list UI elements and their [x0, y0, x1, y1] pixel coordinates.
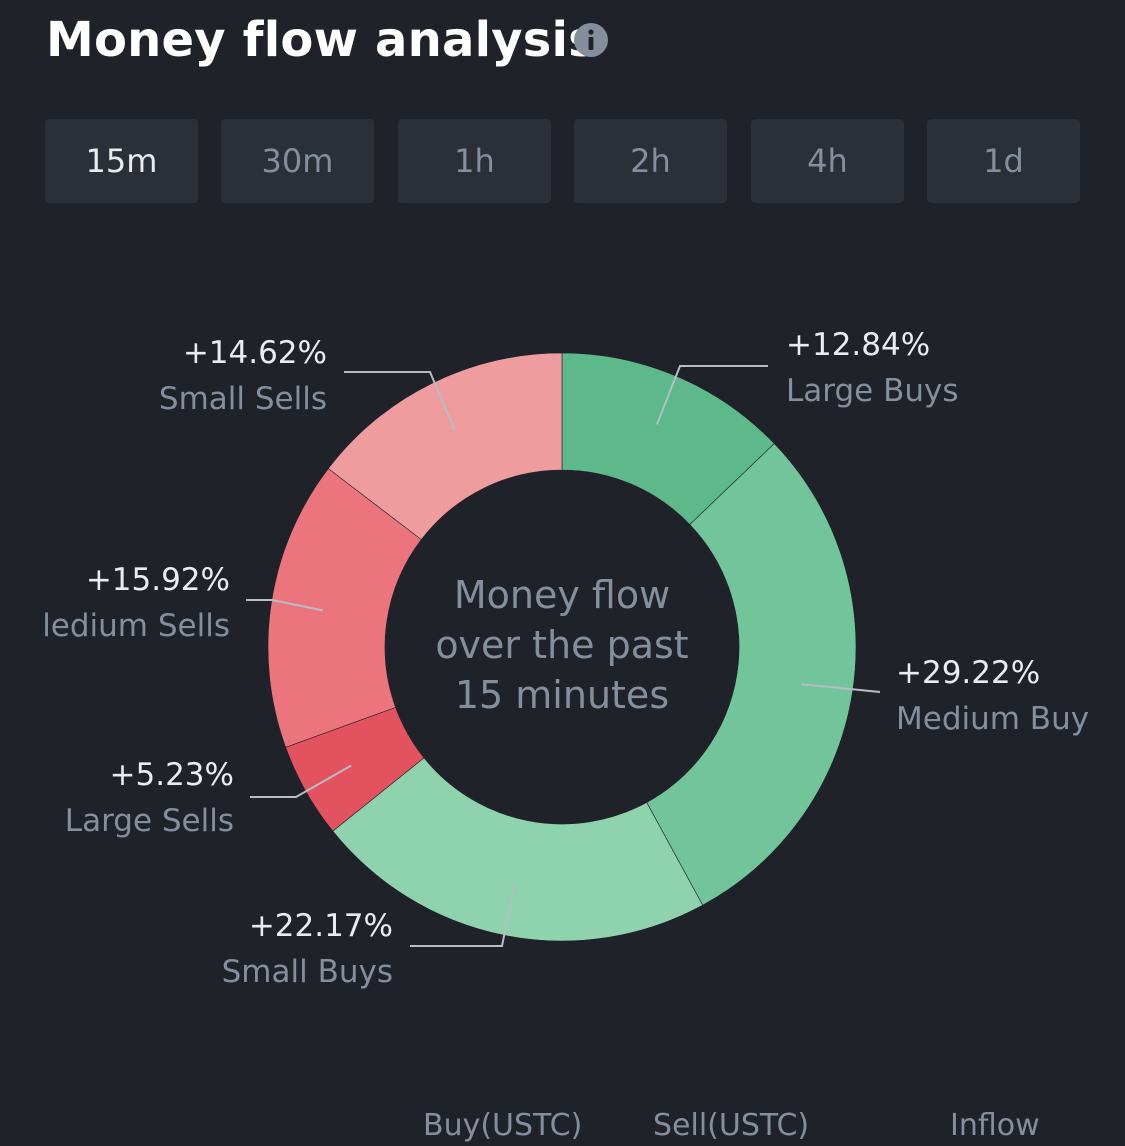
leader-line-large-buys [656, 365, 768, 425]
leader-line-large-sells [250, 764, 352, 798]
label-medium-buys-name: Medium Buy [896, 701, 1090, 737]
label-medium-sells: +15.92% ledium Sells [34, 557, 230, 649]
slice-small-buys[interactable] [332, 757, 704, 942]
tab-4h[interactable]: 4h [751, 119, 904, 203]
label-large-buys-pct: +12.84% [786, 327, 931, 363]
leader-line-medium-sells [246, 599, 323, 612]
label-small-sells-name: Small Sells [158, 381, 327, 417]
label-small-buys-name: Small Buys [221, 954, 393, 990]
tab-30m[interactable]: 30m [221, 119, 374, 203]
label-small-buys-pct: +22.17% [248, 908, 393, 944]
center-line-2: over the past [435, 623, 689, 667]
slice-small-sells[interactable] [327, 352, 563, 540]
donut-center-text: Money flow over the past 15 minutes [412, 570, 712, 720]
label-medium-buys-pct: +29.22% [896, 655, 1041, 691]
label-large-sells-name: Large Sells [64, 803, 234, 839]
table-header-inflow: Inflow [950, 1108, 1040, 1143]
leader-line-small-buys [410, 884, 516, 947]
label-large-buys: +12.84% Large Buys [786, 322, 958, 414]
slice-medium-buys[interactable] [646, 443, 857, 906]
center-line-3: 15 minutes [454, 673, 670, 717]
tab-2h[interactable]: 2h [574, 119, 727, 203]
label-small-sells: +14.62% Small Sells [120, 330, 327, 422]
info-icon[interactable] [573, 22, 609, 58]
label-small-sells-pct: +14.62% [182, 335, 327, 371]
label-large-sells: +5.23% Large Sells [40, 752, 234, 844]
center-line-1: Money flow [453, 573, 671, 617]
label-large-sells-pct: +5.23% [109, 757, 234, 793]
timeframe-tabs: 15m 30m 1h 2h 4h 1d [45, 119, 1080, 203]
tab-1h[interactable]: 1h [398, 119, 551, 203]
label-large-buys-name: Large Buys [786, 373, 959, 409]
slice-medium-sells[interactable] [267, 468, 422, 748]
tab-1d[interactable]: 1d [927, 119, 1080, 203]
page-title: Money flow analysis [46, 12, 597, 68]
leader-line-medium-buys [801, 683, 881, 693]
label-medium-buys: +29.22% Medium Buy [896, 650, 1090, 742]
label-small-buys: +22.17% Small Buys [217, 903, 393, 995]
label-medium-sells-pct: +15.92% [85, 562, 230, 598]
table-header-sell: Sell(USTC) [653, 1108, 810, 1143]
table-header-buy: Buy(USTC) [423, 1108, 583, 1143]
leader-line-small-sells [344, 371, 456, 431]
label-medium-sells-name: ledium Sells [42, 608, 230, 644]
tab-15m[interactable]: 15m [45, 119, 198, 203]
